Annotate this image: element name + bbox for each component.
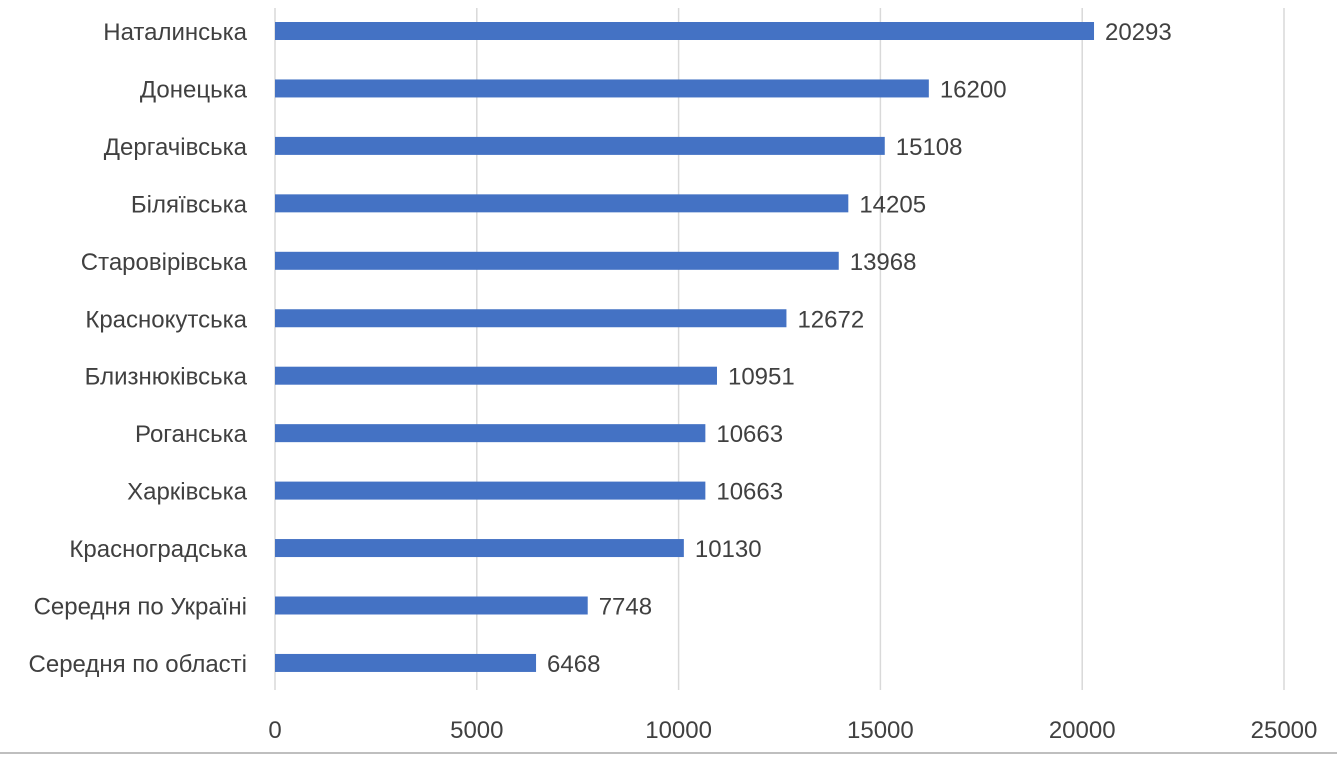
data-label: 6468	[547, 651, 600, 678]
x-tick-label: 0	[268, 717, 281, 744]
bar	[275, 22, 1095, 40]
data-label: 16200	[940, 76, 1007, 103]
category-axis: Наталинська Донецька Дергачівська Біляївськ…	[29, 19, 248, 678]
frame-bottom-border	[0, 752, 1337, 754]
bar	[275, 653, 537, 672]
category-label: Дергачівська	[104, 134, 248, 161]
category-label: Біляївська	[131, 191, 248, 218]
data-label: 7748	[599, 594, 652, 621]
data-label: 10663	[716, 421, 783, 448]
value-axis: 0 5000 10000 15000 20000 25000	[268, 717, 1317, 744]
data-label: 20293	[1105, 19, 1172, 46]
bar	[275, 136, 885, 155]
category-label: Красноградська	[69, 536, 247, 563]
bars	[275, 22, 1095, 672]
x-tick-label: 10000	[645, 717, 712, 744]
data-label: 10130	[695, 536, 762, 563]
x-tick-label: 5000	[450, 717, 503, 744]
bar	[275, 251, 839, 270]
x-tick-label: 15000	[847, 717, 914, 744]
bar	[275, 424, 706, 443]
category-label: Середня по Україні	[34, 594, 247, 621]
data-label: 10951	[728, 364, 795, 391]
data-label: 14205	[859, 191, 926, 218]
category-label: Наталинська	[103, 19, 247, 46]
bar	[275, 481, 706, 500]
data-label: 10663	[716, 479, 783, 506]
bar	[275, 309, 787, 328]
x-tick-label: 25000	[1251, 717, 1318, 744]
category-label: Близнюківська	[85, 364, 248, 391]
bar	[275, 366, 717, 385]
data-label: 13968	[850, 249, 917, 276]
category-label: Старовірівська	[81, 249, 248, 276]
bar	[275, 194, 849, 213]
category-label: Роганська	[135, 421, 248, 448]
category-label: Харківська	[127, 479, 248, 506]
data-label: 15108	[896, 134, 963, 161]
bar	[275, 539, 684, 558]
bar	[275, 596, 588, 615]
bar	[275, 79, 929, 98]
x-tick-label: 20000	[1049, 717, 1116, 744]
data-labels: 20293 16200 15108 14205 13968 12672 10951 10663…	[547, 19, 1172, 678]
category-label: Краснокутська	[85, 306, 247, 333]
category-label: Донецька	[140, 76, 248, 103]
category-label: Середня по області	[29, 651, 247, 678]
gridlines	[274, 8, 1285, 690]
data-label: 12672	[797, 306, 864, 333]
